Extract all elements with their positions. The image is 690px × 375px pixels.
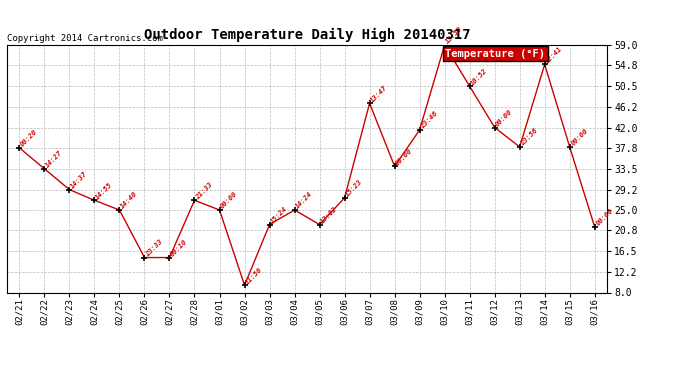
Text: 12:41: 12:41 [544, 45, 564, 64]
Text: 00:00: 00:00 [395, 147, 414, 166]
Text: Temperature (°F): Temperature (°F) [445, 49, 545, 59]
Text: 14:40: 14:40 [119, 191, 139, 210]
Text: 13:47: 13:47 [370, 84, 389, 103]
Text: 23:46: 23:46 [420, 111, 439, 130]
Text: 00:00: 00:00 [495, 108, 514, 128]
Text: 23:33: 23:33 [144, 238, 164, 258]
Text: 10:52: 10:52 [470, 67, 489, 86]
Text: Copyright 2014 Cartronics.com: Copyright 2014 Cartronics.com [7, 34, 163, 43]
Text: 14:24: 14:24 [295, 191, 314, 210]
Text: 15:24: 15:24 [270, 205, 289, 225]
Text: 00:10: 00:10 [170, 238, 189, 258]
Text: 00:20: 00:20 [19, 129, 39, 148]
Text: 14:27: 14:27 [44, 150, 63, 169]
Text: 00:00: 00:00 [570, 128, 589, 147]
Text: 14:37: 14:37 [70, 170, 89, 190]
Text: 00:00: 00:00 [219, 191, 239, 210]
Text: 13:50: 13:50 [444, 26, 464, 45]
Title: Outdoor Temperature Daily High 20140317: Outdoor Temperature Daily High 20140317 [144, 28, 471, 42]
Text: 15:23: 15:23 [344, 178, 364, 198]
Text: 11:50: 11:50 [244, 266, 264, 285]
Text: 00:00: 00:00 [595, 208, 614, 227]
Text: 23:56: 23:56 [520, 128, 539, 147]
Text: 13:02: 13:02 [319, 205, 339, 225]
Text: 21:33: 21:33 [195, 181, 214, 200]
Text: 14:55: 14:55 [95, 181, 114, 200]
